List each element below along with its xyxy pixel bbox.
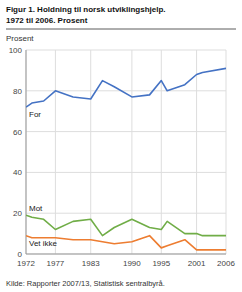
y-tick-label: 40 (13, 168, 22, 177)
y-tick-label: 60 (13, 128, 22, 137)
x-grid-line (55, 50, 56, 254)
x-tick-label: 1995 (152, 259, 170, 268)
x-grid-line (196, 50, 197, 254)
x-grid-line (90, 50, 91, 254)
source-note: Kilde: Rapporter 2007/13, Statistisk sen… (6, 279, 165, 288)
y-grid-line (26, 254, 226, 255)
plot-area (26, 68, 226, 250)
y-grid-line (26, 131, 226, 132)
y-tick-label: 20 (13, 209, 22, 218)
title-rule (6, 29, 236, 30)
x-axis-line (26, 254, 226, 255)
series-label: For (29, 110, 41, 119)
title: Figur 1. Holdning til norsk utviklingshj… (6, 5, 166, 14)
x-tick-label: 1990 (123, 259, 141, 268)
x-tick-label: 1972 (17, 259, 35, 268)
chart: Figur 1. Holdning til norsk utviklingshj… (0, 0, 242, 292)
y-tick-label: 0 (18, 250, 23, 259)
x-grid-line (226, 50, 227, 254)
series-line (26, 215, 226, 235)
series-label: Vet ikke (29, 239, 58, 248)
series-label: Mot (29, 204, 43, 213)
series-line (26, 236, 226, 250)
subtitle: 1972 til 2006. Prosent (6, 16, 88, 25)
y-tick-label: 100 (9, 46, 23, 55)
y-grid-line (26, 172, 226, 173)
x-tick-label: 2006 (217, 259, 235, 268)
x-grid-line (26, 50, 27, 254)
grid (26, 50, 226, 254)
y-tick-label: 80 (13, 87, 22, 96)
series-line (26, 68, 226, 107)
y-axis-label: Prosent (6, 34, 34, 43)
x-tick-label: 2001 (188, 259, 206, 268)
x-tick-label: 1983 (82, 259, 100, 268)
y-grid-line (26, 213, 226, 214)
x-grid-line (131, 50, 132, 254)
x-tick-label: 1977 (47, 259, 65, 268)
y-axis-line (26, 50, 27, 254)
y-grid-line (26, 50, 226, 51)
